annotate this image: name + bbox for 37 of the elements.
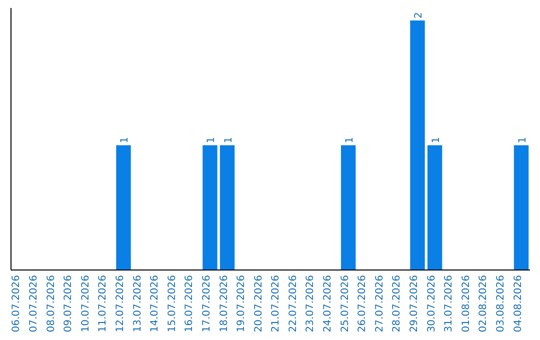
data-label: 2 bbox=[414, 12, 424, 18]
data-label: 1 bbox=[517, 136, 528, 144]
x-tick-label: 12.07.2026 bbox=[115, 275, 126, 332]
x-tick-label: 02.08.2026 bbox=[478, 275, 490, 332]
x-tick-label: 04.08.2026 bbox=[512, 275, 524, 332]
x-tick-label: 24.07.2026 bbox=[322, 275, 334, 332]
x-tick-label: 08.07.2026 bbox=[46, 275, 57, 332]
x-tick-label: 20.07.2026 bbox=[253, 275, 264, 332]
x-tick-label: 16.07.2026 bbox=[184, 275, 196, 332]
data-label: 1 bbox=[344, 136, 356, 144]
x-tick-label: 31.07.2026 bbox=[444, 275, 455, 332]
x-tick-label: 22.07.2026 bbox=[288, 275, 299, 332]
x-tick-label: 28.07.2026 bbox=[392, 275, 403, 332]
x-tick-label: 06.07.2026 bbox=[11, 275, 22, 332]
x-tick-label: 30.07.2026 bbox=[426, 275, 438, 332]
x-tick-label: 18.07.2026 bbox=[218, 275, 230, 332]
x-tick-label: 23.07.2026 bbox=[305, 275, 316, 332]
x-tick-label: 29.07.2026 bbox=[409, 275, 420, 332]
data-label: 1 bbox=[223, 136, 234, 144]
x-tick-label: 17.07.2026 bbox=[201, 275, 212, 332]
x-tick-label: 19.07.2026 bbox=[236, 275, 248, 332]
x-tick-label: 01.08.2026 bbox=[460, 275, 472, 332]
x-tick-label: 25.07.2026 bbox=[340, 275, 351, 332]
data-label: 1 bbox=[120, 136, 130, 144]
x-tick-label: 10.07.2026 bbox=[80, 275, 92, 332]
x-tick-label: 11.07.2026 bbox=[98, 275, 109, 332]
x-tick-label: 26.07.2026 bbox=[357, 275, 368, 332]
data-label: 1 bbox=[206, 136, 217, 144]
x-tick-label: 03.08.2026 bbox=[495, 275, 506, 332]
x-tick-label: 09.07.2026 bbox=[63, 275, 74, 332]
x-tick-label: 07.07.2026 bbox=[28, 275, 40, 332]
x-tick-label: 14.07.2026 bbox=[150, 275, 161, 332]
x-tick-label: 13.07.2026 bbox=[132, 275, 144, 332]
x-tick-label: 27.07.2026 bbox=[374, 275, 386, 332]
x-tick-label: 21.07.2026 bbox=[270, 275, 282, 332]
data-label: 1 bbox=[430, 136, 442, 144]
x-tick-label: 15.07.2026 bbox=[166, 275, 178, 332]
